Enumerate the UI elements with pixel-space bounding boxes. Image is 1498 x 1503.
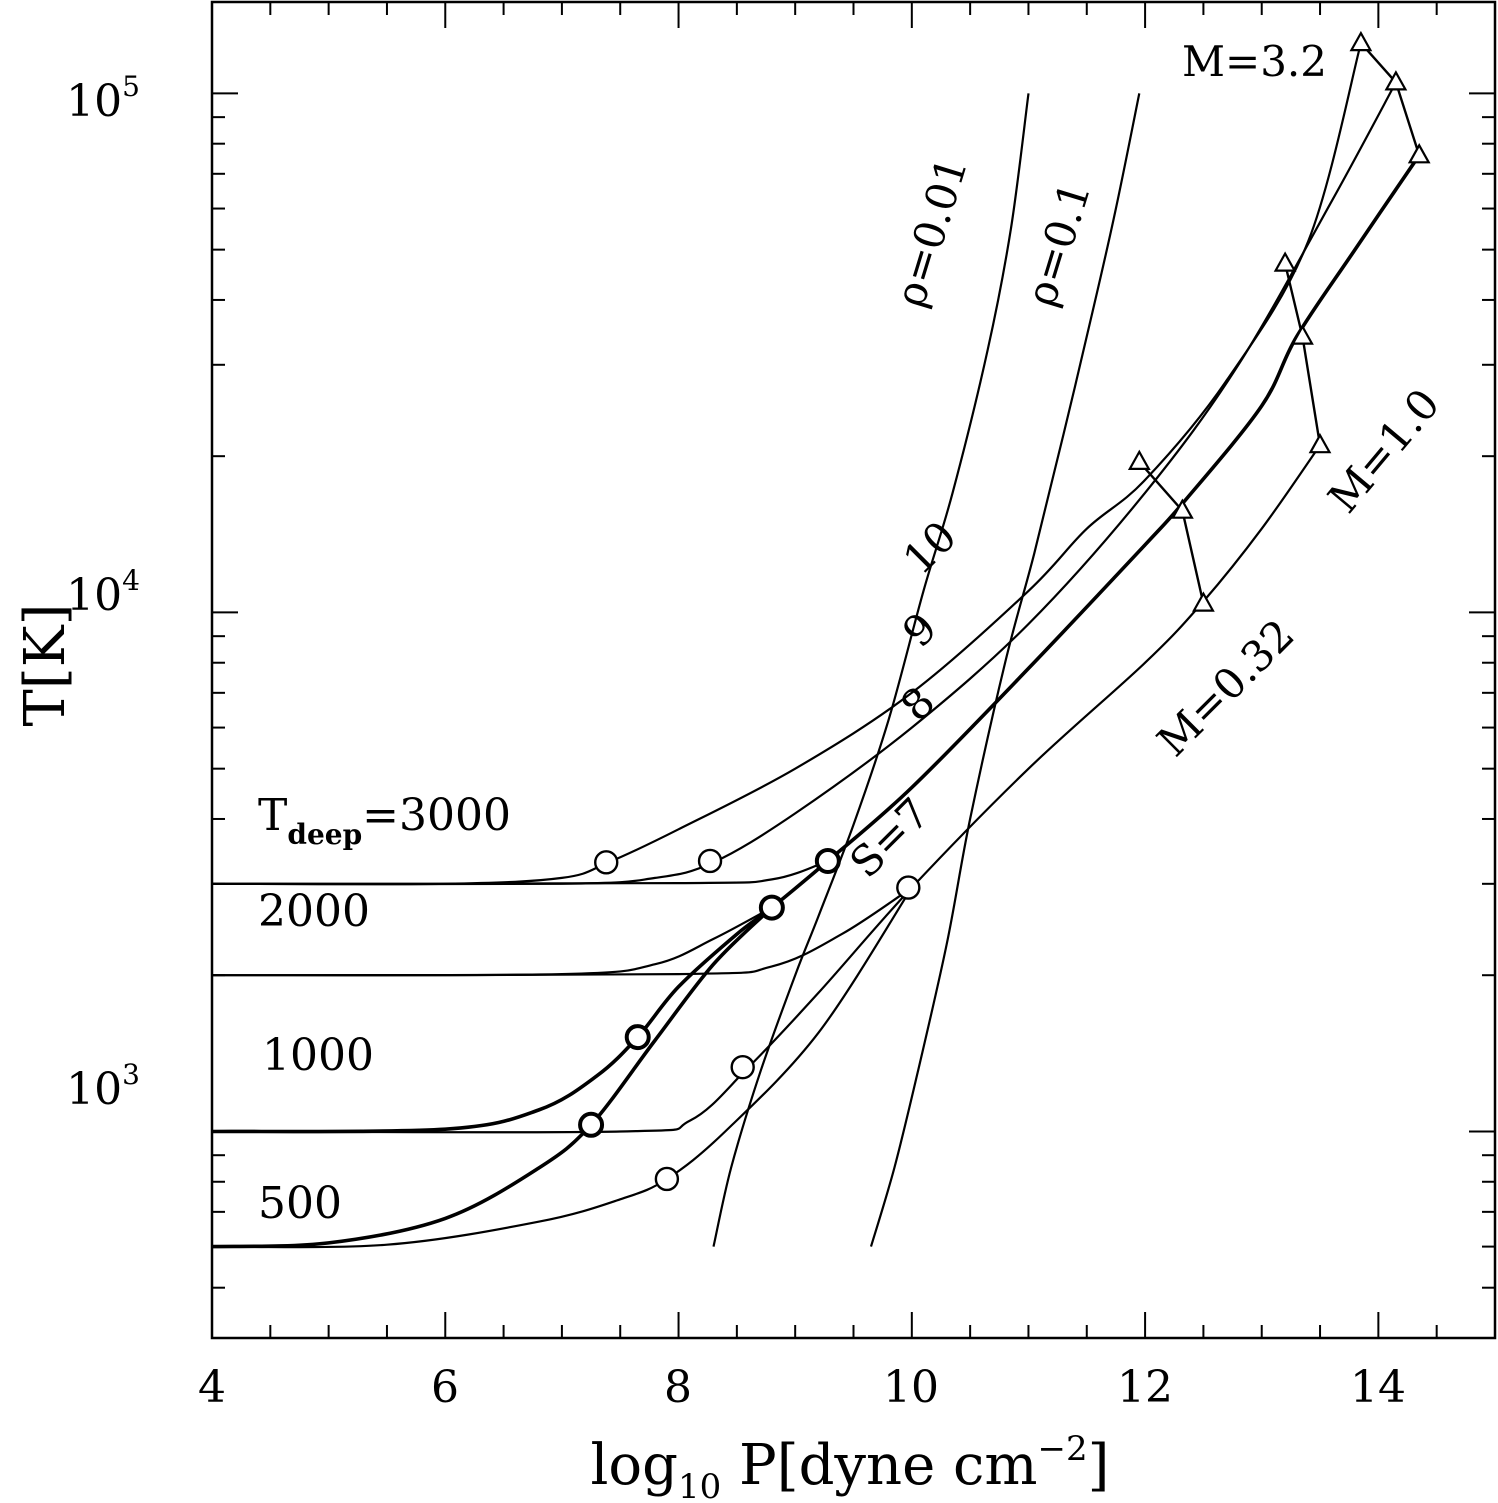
triangle-marker: [1308, 432, 1332, 454]
tdeep-1000-label: 1000: [262, 1030, 374, 1081]
series-line-T1000-S7: [211, 444, 1321, 1134]
mass-connector-line: [1138, 461, 1205, 604]
x-tick-label: 10: [883, 1362, 939, 1413]
y-tick-labels: 103 104 105: [66, 70, 140, 1115]
circle-marker: [697, 848, 723, 874]
circle-marker: [896, 875, 921, 900]
circle-marker: [578, 1111, 605, 1138]
rho-01-label: ρ=0.1: [1016, 176, 1100, 311]
y-tick-label: 104: [66, 564, 140, 621]
plot-frame: [210, 0, 1497, 1340]
triangle-marker: [1349, 30, 1373, 52]
entropy-9-label: 9: [893, 603, 947, 657]
y-tick-label: 105: [66, 70, 140, 127]
x-tick-label: 14: [1350, 1362, 1406, 1413]
x-tick-label: 12: [1117, 1362, 1173, 1413]
series-line-rho-0.1: [869, 93, 1141, 1247]
tdeep-500-label: 500: [258, 1178, 342, 1229]
triangle-marker: [1291, 324, 1314, 345]
axis-ticks: [211, 2, 1496, 1339]
entropy-7-label: S=7: [840, 788, 939, 887]
circle-marker: [730, 1054, 755, 1080]
triangle-marker: [1407, 143, 1431, 164]
tdeep-2000-label: 2000: [258, 886, 370, 937]
circle-marker: [758, 894, 785, 921]
y-axis-label: T[K]: [13, 604, 78, 727]
circle-marker: [654, 1166, 680, 1192]
circle-marker: [814, 847, 841, 874]
entropy-10-label: 10: [894, 512, 966, 584]
x-tick-label: 8: [664, 1362, 692, 1413]
rho-001-label: ρ=0.01: [885, 151, 977, 312]
mass-connector-line: [1360, 42, 1421, 156]
series-line-T3000-S8: [211, 859, 829, 885]
series-line-T500-S8: [211, 906, 774, 1249]
circle-marker: [624, 1024, 651, 1051]
series-line-T1000-S8: [211, 154, 1421, 1134]
triangle-marker: [1192, 591, 1215, 612]
x-tick-labels: 4 6 8 10 12 14: [198, 1362, 1406, 1413]
triangle-marker: [1273, 251, 1297, 272]
series-line-T500-S7: [211, 887, 913, 1249]
series-line-T2000-S7: [211, 886, 913, 977]
mass-connector-line: [1283, 263, 1322, 446]
x-tick-label: 4: [198, 1362, 226, 1413]
x-tick-label: 6: [431, 1362, 459, 1413]
triangle-marker: [1171, 498, 1194, 519]
circle-marker: [594, 850, 619, 875]
mass-connectors-group: [1138, 42, 1421, 604]
mass-3-2-label: M=3.2: [1182, 37, 1327, 86]
triangle-marker: [1384, 70, 1408, 91]
series-line-rho-0.01: [712, 93, 1030, 1247]
triangle-marker: [1127, 449, 1151, 470]
markers-group: [578, 30, 1431, 1192]
y-tick-label: 103: [66, 1058, 140, 1115]
mass-1-0-label: M=1.0: [1319, 379, 1450, 522]
mass-0-32-label: M=0.32: [1148, 610, 1304, 766]
tdeep-3000-label: Tdeep=3000: [258, 790, 511, 851]
x-axis-label: log10 P[dyne cm−2]: [590, 1429, 1109, 1503]
